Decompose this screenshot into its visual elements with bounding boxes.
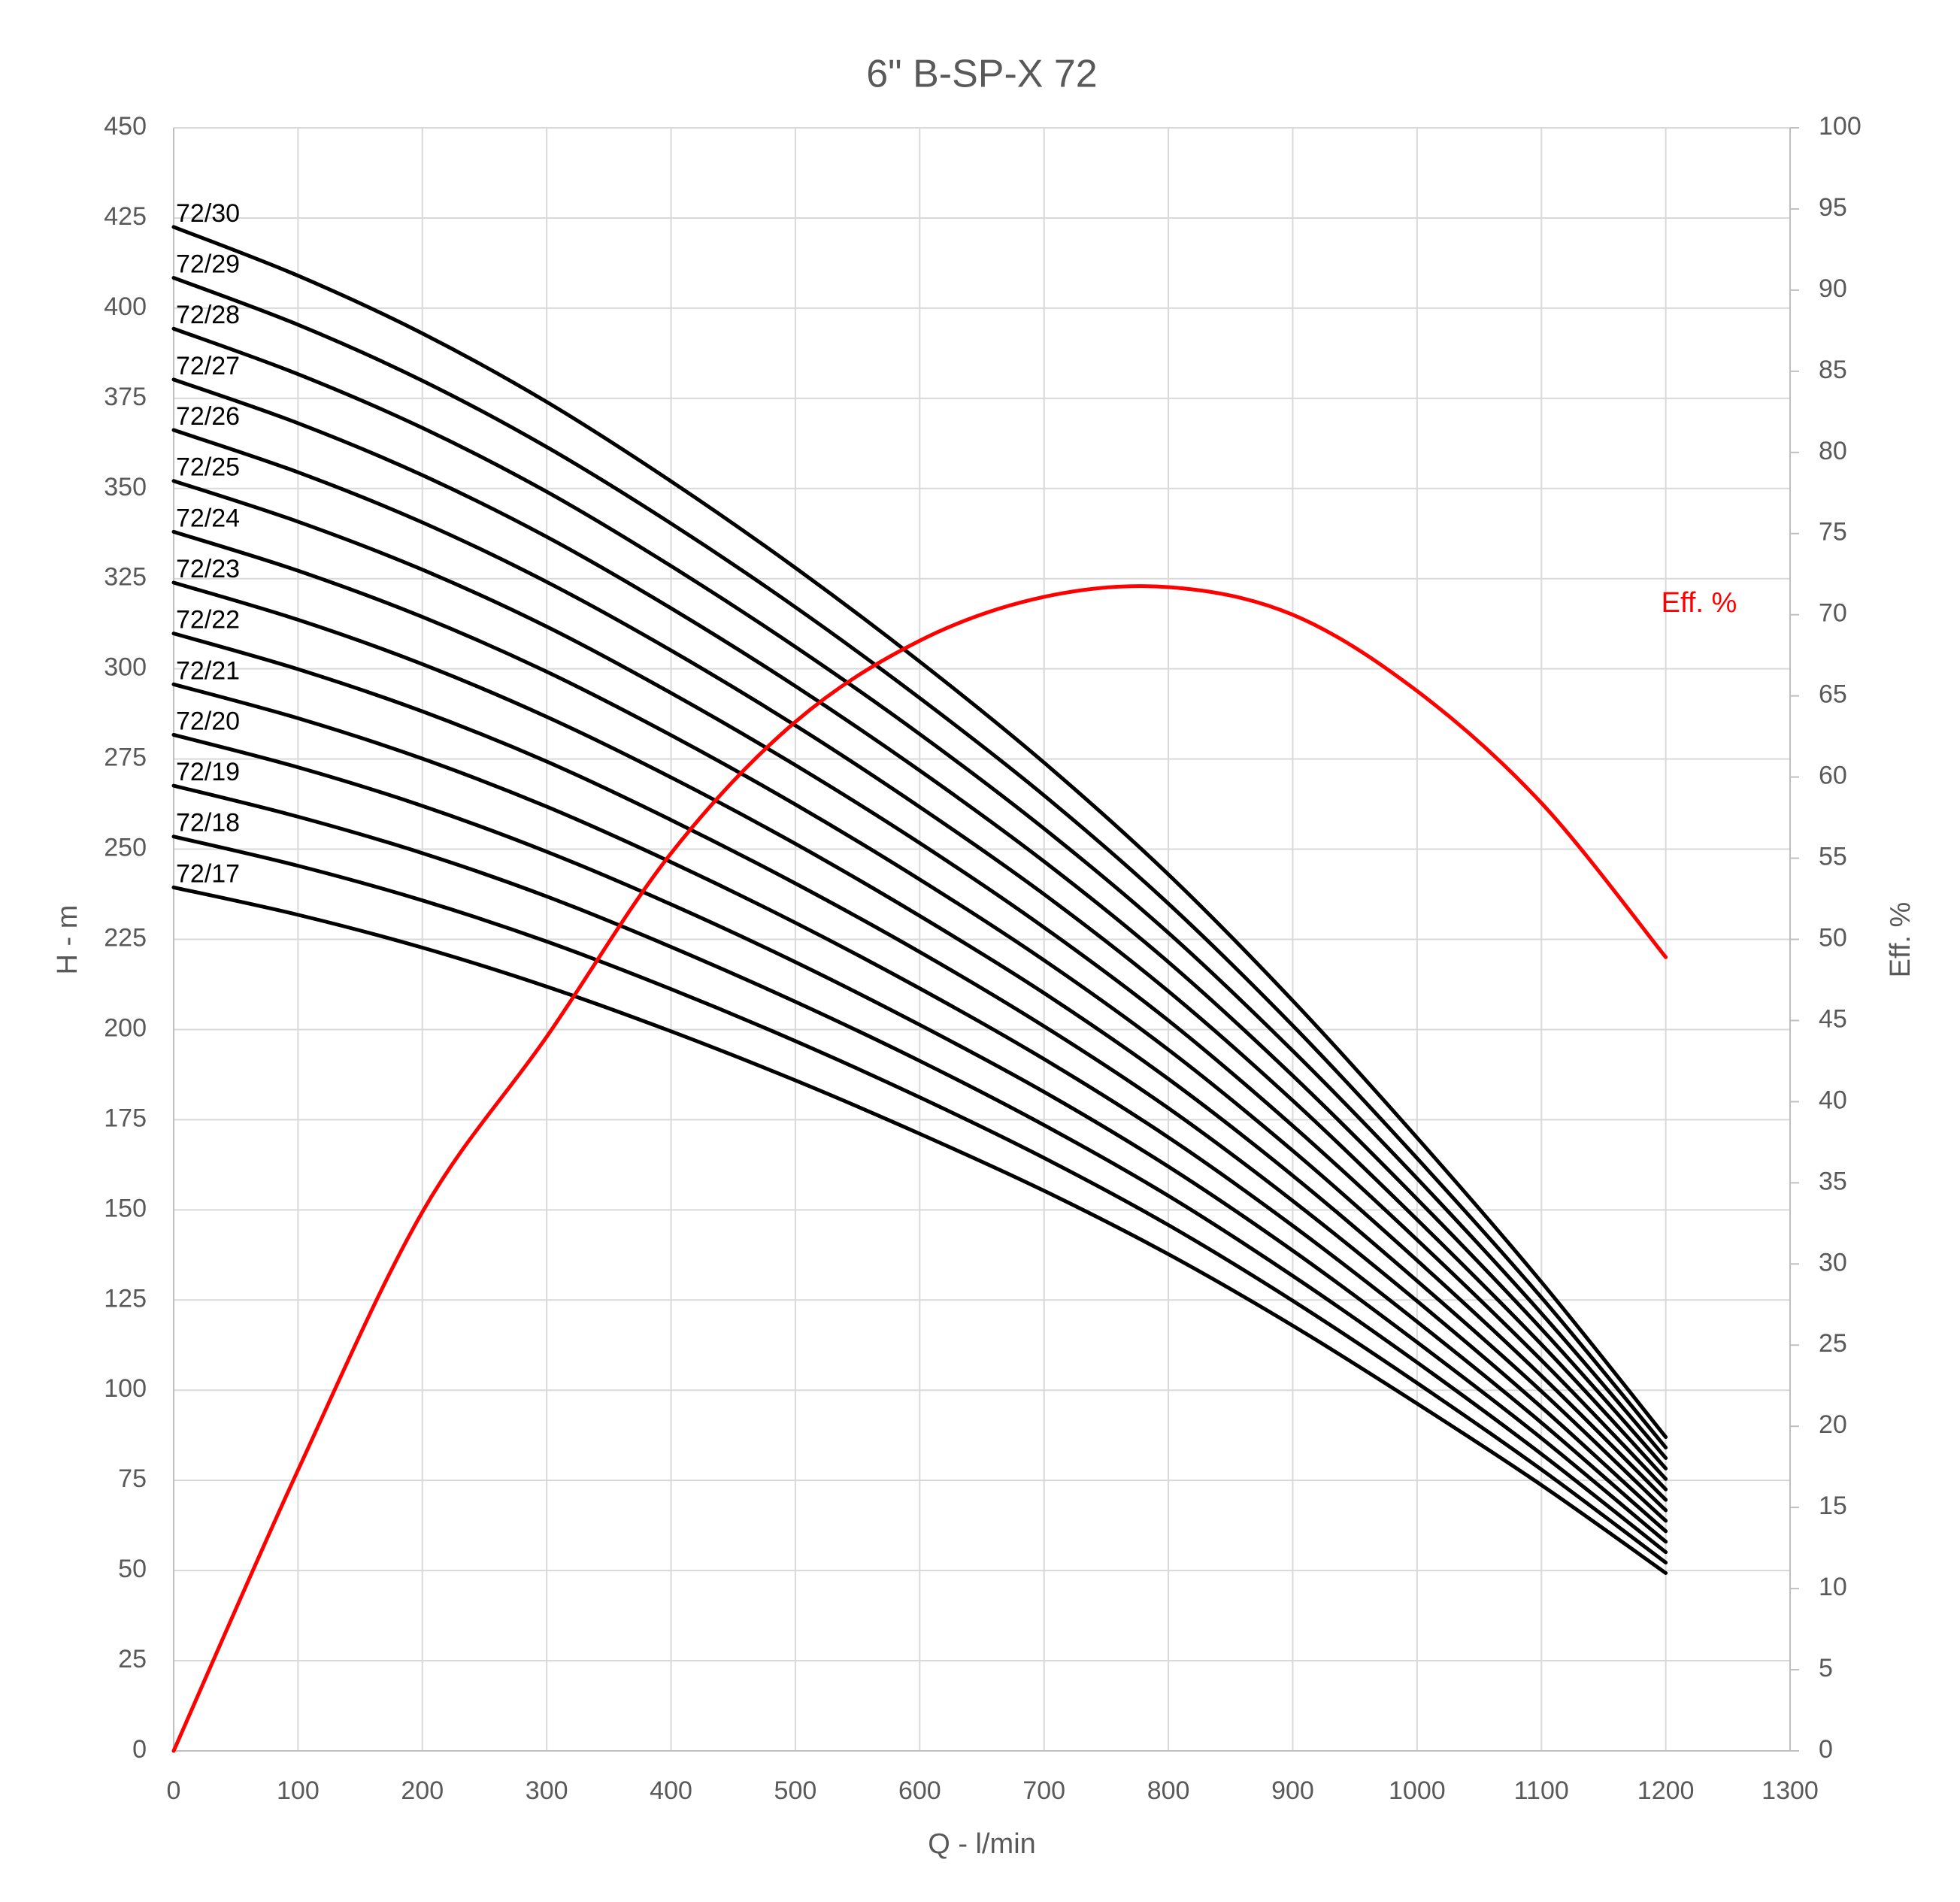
y-tick-label: 375 (104, 383, 147, 411)
x-tick-label: 1200 (1637, 1776, 1695, 1805)
y-tick-label: 325 (104, 563, 147, 592)
y-tick-label: 0 (132, 1735, 147, 1764)
y-tick-label: 275 (104, 744, 147, 772)
y-tick-label: 200 (104, 1013, 147, 1042)
head-curve (171, 885, 1668, 1575)
y-tick-label: 225 (104, 923, 147, 952)
y2-tick-label: 10 (1819, 1573, 1847, 1601)
series-label: 72/21 (176, 656, 240, 685)
head-curve (171, 276, 1668, 1450)
series-label: 72/22 (176, 606, 240, 635)
x-tick-label: 900 (1271, 1776, 1314, 1805)
y2-tick-label: 45 (1819, 1004, 1847, 1033)
head-curve (171, 428, 1668, 1481)
y-tick-label: 350 (104, 473, 147, 501)
y2-tick-label: 15 (1819, 1492, 1847, 1520)
y2-tick-label: 65 (1819, 680, 1847, 709)
y-tick-label: 400 (104, 292, 147, 321)
series-label: Eff. % (1662, 587, 1737, 619)
head-curve (171, 834, 1668, 1565)
y2-tick-label: 35 (1819, 1167, 1847, 1195)
series-label: 72/20 (176, 707, 240, 735)
head-curve (171, 529, 1668, 1502)
y-tick-label: 125 (104, 1284, 147, 1313)
x-tick-label: 1300 (1762, 1776, 1819, 1805)
head-curve (171, 783, 1668, 1555)
series-label: 72/24 (176, 504, 240, 532)
y2-tick-label: 100 (1819, 112, 1862, 141)
x-tick-label: 1000 (1389, 1776, 1446, 1805)
x-tick-label: 400 (650, 1776, 692, 1805)
head-curve (171, 225, 1668, 1440)
y2-tick-label: 95 (1819, 193, 1847, 222)
x-tick-label: 800 (1147, 1776, 1190, 1805)
y-tick-label: 250 (104, 834, 147, 862)
x-tick-label: 1100 (1514, 1776, 1569, 1805)
x-tick-label: 100 (277, 1776, 320, 1805)
series-label: 72/29 (176, 250, 240, 279)
chart-title: 6" B-SP-X 72 (866, 53, 1097, 96)
y2-tick-label: 40 (1819, 1086, 1847, 1114)
series-label: 72/25 (176, 453, 240, 482)
head-curve (171, 631, 1668, 1523)
y2-tick-label: 5 (1819, 1654, 1833, 1682)
head-curve (171, 580, 1668, 1513)
x-tick-label: 300 (526, 1776, 568, 1805)
y-tick-label: 25 (118, 1645, 147, 1673)
y-tick-label: 425 (104, 202, 147, 231)
y-tick-label: 150 (104, 1194, 147, 1222)
x-tick-label: 700 (1022, 1776, 1065, 1805)
y2-tick-label: 80 (1819, 437, 1847, 465)
series-label: 72/17 (176, 859, 240, 888)
y-tick-label: 100 (104, 1374, 147, 1403)
y2-tick-label: 50 (1819, 923, 1847, 952)
efficiency-line (171, 584, 1668, 1753)
y-tick-label: 300 (104, 653, 147, 682)
y-tick-label: 50 (118, 1555, 147, 1583)
y2-tick-label: 25 (1819, 1329, 1847, 1358)
series-label: 72/30 (176, 199, 240, 228)
head-curve (171, 326, 1668, 1460)
series-label: 72/27 (176, 352, 240, 380)
y-tick-label: 175 (104, 1104, 147, 1132)
head-curve (171, 479, 1668, 1492)
y2-tick-label: 75 (1819, 518, 1847, 547)
y-axis-title: H - m (52, 905, 83, 975)
series-label: 72/23 (176, 555, 240, 583)
series-label: 72/18 (176, 809, 240, 837)
y2-tick-label: 55 (1819, 843, 1847, 871)
head-curve (171, 377, 1668, 1470)
y-tick-label: 75 (118, 1464, 147, 1493)
series-label: 72/28 (176, 301, 240, 329)
y2-tick-label: 20 (1819, 1410, 1847, 1439)
y2-tick-label: 60 (1819, 762, 1847, 790)
y-tick-label: 450 (104, 112, 147, 141)
series-label: 72/19 (176, 758, 240, 786)
series-label: 72/26 (176, 402, 240, 431)
y2-tick-label: 30 (1819, 1248, 1847, 1277)
y2-tick-label: 85 (1819, 356, 1847, 384)
x-tick-label: 200 (401, 1776, 444, 1805)
x-tick-label: 600 (898, 1776, 941, 1805)
x-tick-label: 0 (167, 1776, 181, 1805)
x-axis-title: Q - l/min (928, 1828, 1036, 1860)
y2-tick-label: 90 (1819, 274, 1847, 303)
head-curve (171, 732, 1668, 1544)
head-curve (171, 682, 1668, 1534)
x-tick-label: 500 (774, 1776, 817, 1805)
y2-tick-label: 70 (1819, 599, 1847, 628)
y2-tick-label: 0 (1819, 1735, 1833, 1764)
y2-axis-title: Eff. % (1885, 902, 1916, 978)
